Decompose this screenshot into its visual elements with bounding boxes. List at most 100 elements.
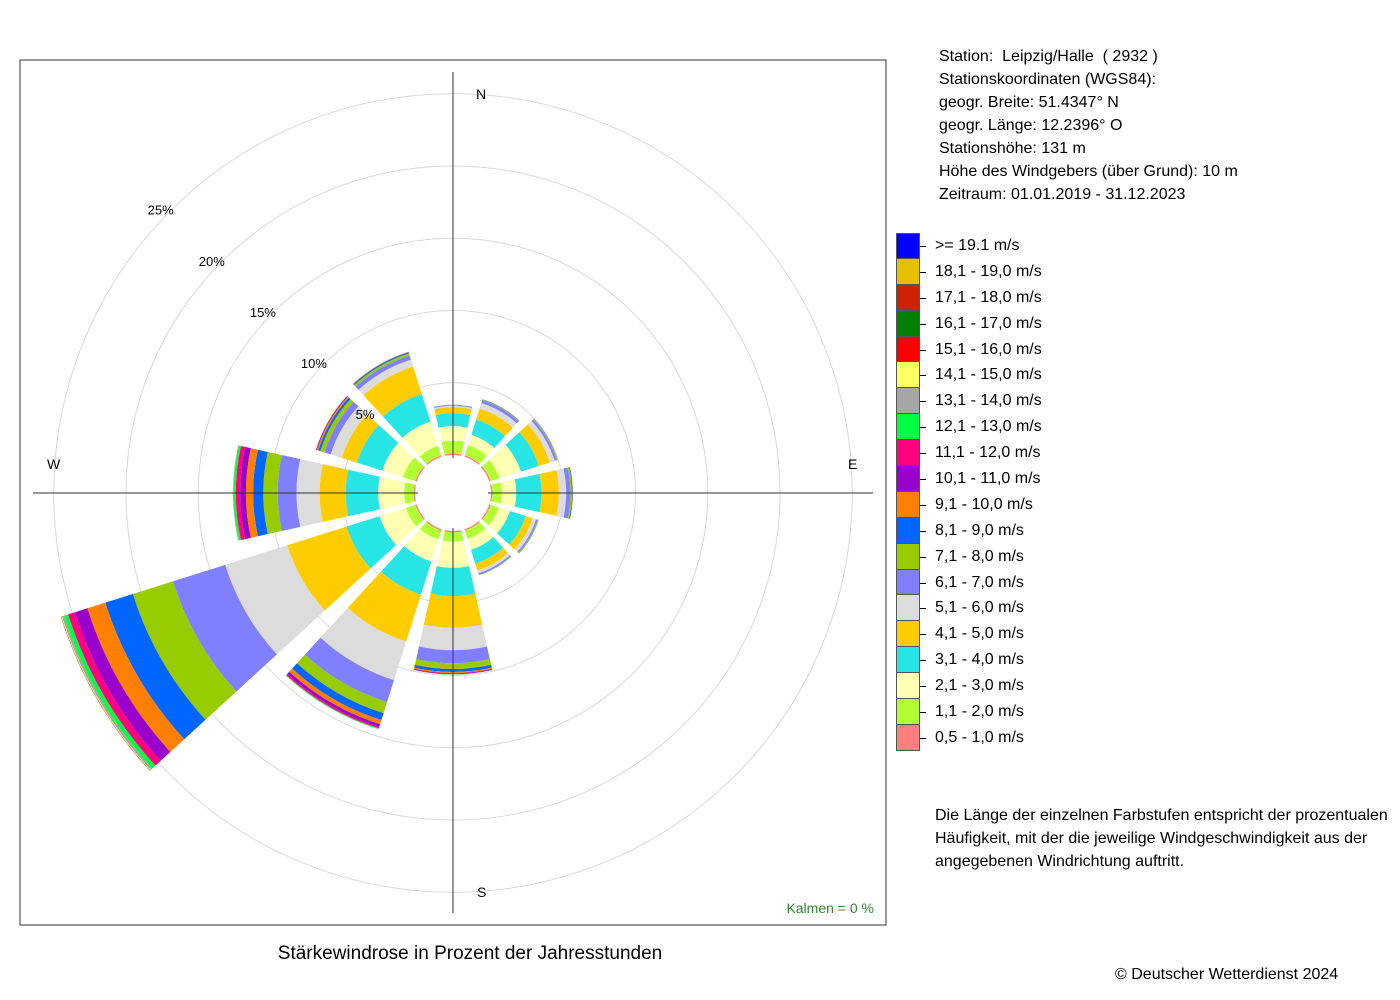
- sector-band: [402, 457, 424, 482]
- sector-band: [467, 528, 494, 550]
- legend-tick: [920, 608, 926, 610]
- legend-label: >= 19.1 m/s: [935, 237, 1020, 254]
- legend-swatch: [896, 310, 920, 337]
- legend-swatch: [896, 362, 920, 389]
- sector-band: [287, 671, 381, 727]
- legend-tick: [920, 582, 926, 584]
- sector-band: [413, 669, 493, 675]
- sector-band: [172, 564, 277, 692]
- sector-band: [489, 444, 521, 479]
- legend-swatch: [896, 258, 920, 285]
- sector-band: [569, 467, 573, 519]
- sector-band: [464, 521, 480, 531]
- sector-band: [478, 555, 511, 575]
- legend-label: 15,1 - 16,0 m/s: [935, 340, 1042, 358]
- legend-label: 3,1 - 4,0 m/s: [935, 651, 1024, 669]
- calm-label: Kalmen = 0 %: [786, 900, 874, 916]
- legend-swatch: [896, 284, 920, 311]
- legend-swatch: [896, 388, 920, 415]
- compass-w: W: [47, 456, 61, 472]
- sector-band: [330, 406, 367, 458]
- legend-tick: [920, 530, 926, 532]
- station-info-line: Höhe des Windgebers (über Grund): 10 m: [939, 163, 1238, 180]
- legend-tick: [920, 323, 926, 325]
- legend-label: 18,1 - 19,0 m/s: [935, 262, 1042, 280]
- legend-swatch: [896, 517, 920, 544]
- sector-band: [363, 366, 422, 417]
- sector-band: [63, 614, 156, 769]
- legend-label: 16,1 - 17,0 m/s: [935, 314, 1042, 332]
- legend-label: 13,1 - 14,0 m/s: [935, 392, 1042, 410]
- sector-150: [464, 521, 512, 576]
- sector-band: [531, 419, 557, 461]
- compass-e: E: [848, 456, 857, 472]
- legend-label: 10,1 - 11,0 m/s: [935, 470, 1041, 488]
- legend-swatch: [896, 595, 920, 622]
- sector-band: [405, 504, 424, 527]
- sector-band: [68, 612, 161, 766]
- station-info-line: Stationskoordinaten (WGS84):: [939, 71, 1156, 88]
- sector-band: [304, 637, 394, 703]
- legend-swatch: [896, 699, 920, 725]
- sector-band: [380, 546, 432, 595]
- legend-tick: [920, 634, 926, 636]
- sector-band: [297, 654, 388, 714]
- compass-s: S: [477, 884, 486, 900]
- radial-tick-label: 15%: [250, 305, 276, 320]
- sector-band: [488, 507, 510, 534]
- copyright: © Deutscher Wetterdienst 2024: [1115, 966, 1339, 983]
- sector-band: [292, 663, 384, 721]
- sector-band: [433, 404, 473, 408]
- legend-tick: [920, 686, 926, 688]
- sector-band: [509, 515, 533, 550]
- legend-tick: [920, 504, 926, 506]
- sector-band: [413, 670, 493, 675]
- sector-band: [433, 404, 473, 407]
- legend-tick: [920, 453, 926, 455]
- sector-band: [476, 408, 513, 437]
- legend-tick: [920, 271, 926, 273]
- legend-swatch: [896, 336, 920, 363]
- legend-tick: [920, 297, 926, 299]
- legend-label: 0,5 - 1,0 m/s: [935, 728, 1024, 746]
- station-info-line: Stationshöhe: 131 m: [939, 140, 1086, 157]
- sector-120: [481, 504, 539, 554]
- sector-band: [477, 552, 510, 574]
- station-info-line: geogr. Länge: 12.2396° O: [939, 117, 1123, 134]
- legend-swatch: [896, 569, 920, 596]
- sector-band: [132, 581, 237, 720]
- sector-band: [471, 419, 506, 448]
- sector-band: [320, 607, 407, 681]
- sector-band: [354, 353, 410, 387]
- radial-tick-labels: 5% 10% 15% 20% 25%: [148, 203, 375, 422]
- sector-band: [87, 602, 185, 752]
- sector-band: [404, 529, 439, 562]
- legend-label: 9,1 - 10,0 m/s: [935, 495, 1033, 513]
- radial-tick-label: 5%: [356, 407, 375, 422]
- legend-label: 14,1 - 15,0 m/s: [935, 366, 1042, 384]
- compass-n: N: [476, 86, 486, 102]
- sector-band: [464, 455, 480, 465]
- sector-band: [382, 442, 415, 478]
- sector-band: [105, 593, 206, 740]
- legend-tick: [920, 660, 926, 662]
- legend-label: 4,1 - 5,0 m/s: [935, 625, 1024, 643]
- wind-rose-chart: 5% 10% 15% 20% 25% N E S W Kalmen = 0 %: [19, 59, 887, 926]
- sector-band: [341, 414, 379, 463]
- sector-band: [419, 445, 442, 464]
- sector-band: [316, 396, 349, 451]
- station-info-line: geogr. Breite: 51.4347° N: [939, 94, 1119, 111]
- sector-band: [567, 467, 572, 519]
- sector-band: [527, 420, 555, 463]
- sector-band: [517, 519, 538, 553]
- legend-swatch: [896, 621, 920, 648]
- sector-band: [232, 445, 239, 541]
- sector-band: [415, 466, 425, 482]
- sector-band: [413, 667, 493, 674]
- legend-label: 12,1 - 13,0 m/s: [935, 418, 1042, 436]
- sector-band: [358, 359, 414, 396]
- sector-band: [289, 668, 382, 725]
- sector-band: [420, 522, 442, 540]
- legend-swatch: [896, 673, 920, 700]
- legend-label: 6,1 - 7,0 m/s: [935, 573, 1024, 591]
